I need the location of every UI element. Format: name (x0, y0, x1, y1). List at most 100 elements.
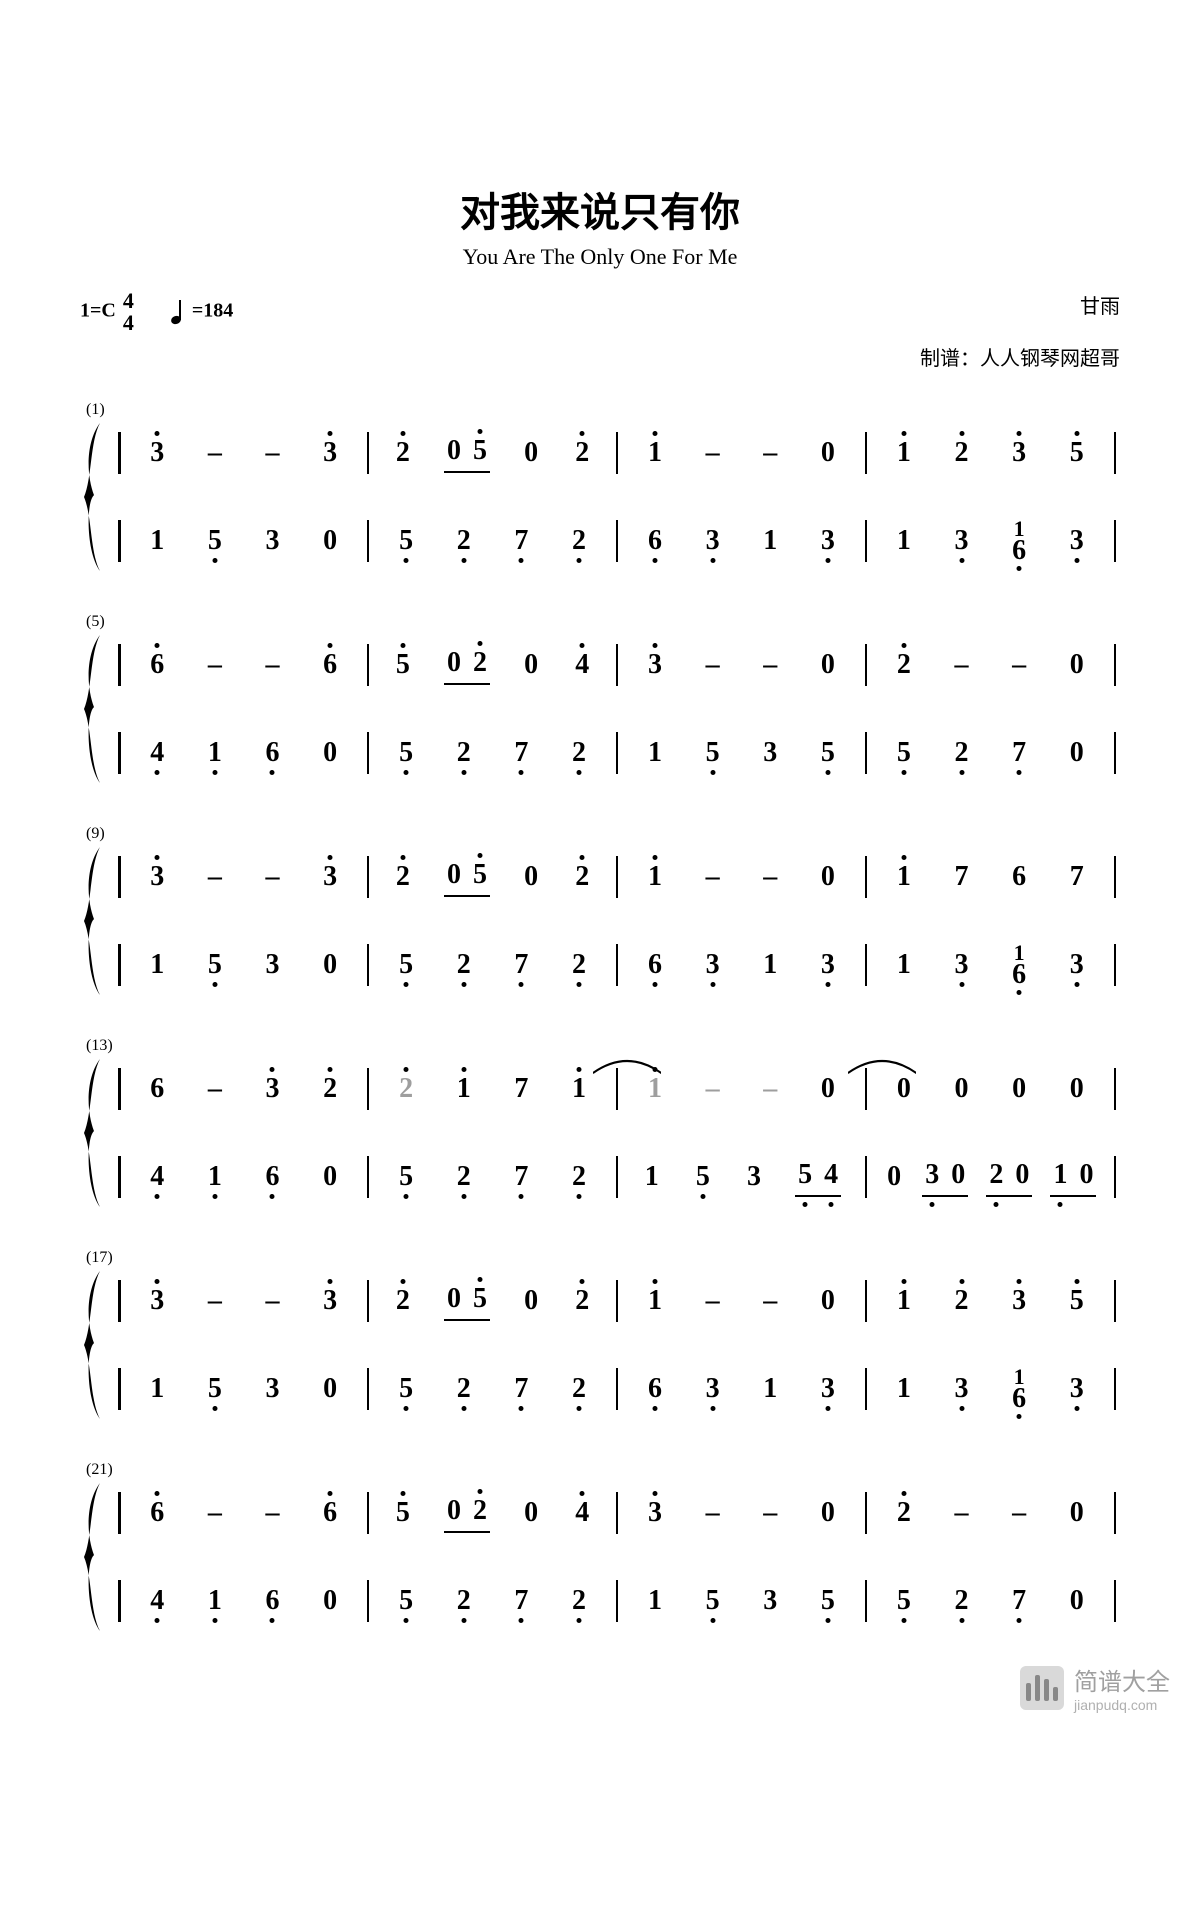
barline (367, 1280, 370, 1322)
note: – (205, 439, 225, 467)
note: 2 (986, 1161, 1006, 1189)
staff: 3––3205021––01767 (114, 847, 1120, 907)
measure: 3––3 (125, 1287, 363, 1315)
note: 0 (521, 1499, 541, 1527)
measure: 1530 (125, 1375, 363, 1403)
note: 3 (818, 1375, 838, 1403)
measure: 4160 (125, 739, 363, 767)
barline (118, 1492, 121, 1534)
title: 对我来说只有你 (80, 180, 1120, 238)
measure: 13163 (871, 1367, 1109, 1412)
barline (118, 1580, 121, 1622)
barline (118, 520, 121, 562)
note: 3 (760, 739, 780, 767)
meta-row: 1=C 4 4 =184 甘雨 (80, 290, 1120, 334)
staff: 15305272631313163 (114, 935, 1120, 995)
note: 1 (894, 951, 914, 979)
brace-icon (80, 635, 104, 783)
measure: 50204 (373, 649, 611, 681)
note: – (760, 1287, 780, 1315)
note: 5 (205, 527, 225, 555)
note: 5 (396, 1163, 416, 1191)
note: 3 (952, 1375, 972, 1403)
note: 0 (1076, 1161, 1096, 1189)
staff: 6–3221711––00000 (114, 1059, 1120, 1119)
measure: 4160 (125, 1587, 363, 1615)
note: 5 (894, 739, 914, 767)
note: 1 (894, 439, 914, 467)
barline (118, 1156, 121, 1198)
staff: 6––6502043––02––0 (114, 635, 1120, 695)
note: 1 (569, 1075, 589, 1103)
note: 1 (205, 739, 225, 767)
measure: 3––0 (622, 651, 860, 679)
barline (118, 732, 121, 774)
bar-number: (5) (80, 613, 1120, 631)
note: 5 (818, 1587, 838, 1615)
measure: 3––3 (125, 863, 363, 891)
staff-pair: 6––6502043––02––04160527215355270 (80, 635, 1120, 783)
measure: 1235 (871, 1287, 1109, 1315)
note: 2 (952, 739, 972, 767)
note: 2 (569, 1375, 589, 1403)
barline (367, 520, 370, 562)
note: 2 (894, 651, 914, 679)
barline (367, 1492, 370, 1534)
barline (1114, 1368, 1117, 1410)
note: 3 (262, 951, 282, 979)
barline (1114, 856, 1117, 898)
note: 5 (470, 437, 490, 465)
note: – (760, 863, 780, 891)
beam-group: 30 (922, 1161, 968, 1193)
note: 2 (320, 1075, 340, 1103)
note: 3 (1009, 439, 1029, 467)
barline (1114, 1580, 1117, 1622)
note: 0 (818, 863, 838, 891)
note: 2 (569, 1587, 589, 1615)
barline (616, 1368, 619, 1410)
note: 7 (1009, 1587, 1029, 1615)
note: 2 (393, 863, 413, 891)
barline (865, 1068, 868, 1110)
note: 1 (454, 1075, 474, 1103)
system: (9)3––3205021––0176715305272631313163 (80, 825, 1120, 995)
measure: 5270 (871, 739, 1109, 767)
note: 0 (320, 1375, 340, 1403)
note: 5 (205, 1375, 225, 1403)
note: – (205, 863, 225, 891)
note: 5 (818, 739, 838, 767)
measure: 6313 (622, 527, 860, 555)
barline (367, 1068, 370, 1110)
note: 2 (454, 739, 474, 767)
note: 0 (818, 1287, 838, 1315)
note: 0 (320, 527, 340, 555)
note: – (262, 651, 282, 679)
stacked-note: 16 (1009, 519, 1029, 564)
bar-number: (17) (80, 1249, 1120, 1267)
note: 4 (147, 1163, 167, 1191)
note: 3 (147, 439, 167, 467)
note: 5 (393, 651, 413, 679)
note: 3 (645, 651, 665, 679)
beam-group: 02 (444, 1497, 490, 1529)
measure: 15354 (622, 1161, 860, 1193)
note: 4 (147, 739, 167, 767)
barline (1114, 644, 1117, 686)
note: 0 (952, 1075, 972, 1103)
note: 6 (262, 1163, 282, 1191)
note: 0 (1067, 1075, 1087, 1103)
bar-number: (9) (80, 825, 1120, 843)
note: 2 (393, 1287, 413, 1315)
note: 5 (396, 951, 416, 979)
note: 3 (320, 1287, 340, 1315)
staff-pair: 3––3205021––0176715305272631313163 (80, 847, 1120, 995)
barline (1114, 1492, 1117, 1534)
note: 5 (470, 1285, 490, 1313)
note: 3 (818, 951, 838, 979)
measure: 13163 (871, 943, 1109, 988)
note: 0 (444, 649, 464, 677)
measure: 0000 (871, 1075, 1109, 1103)
barline (118, 1280, 121, 1322)
beam-group: 20 (986, 1161, 1032, 1193)
barline (1114, 520, 1117, 562)
